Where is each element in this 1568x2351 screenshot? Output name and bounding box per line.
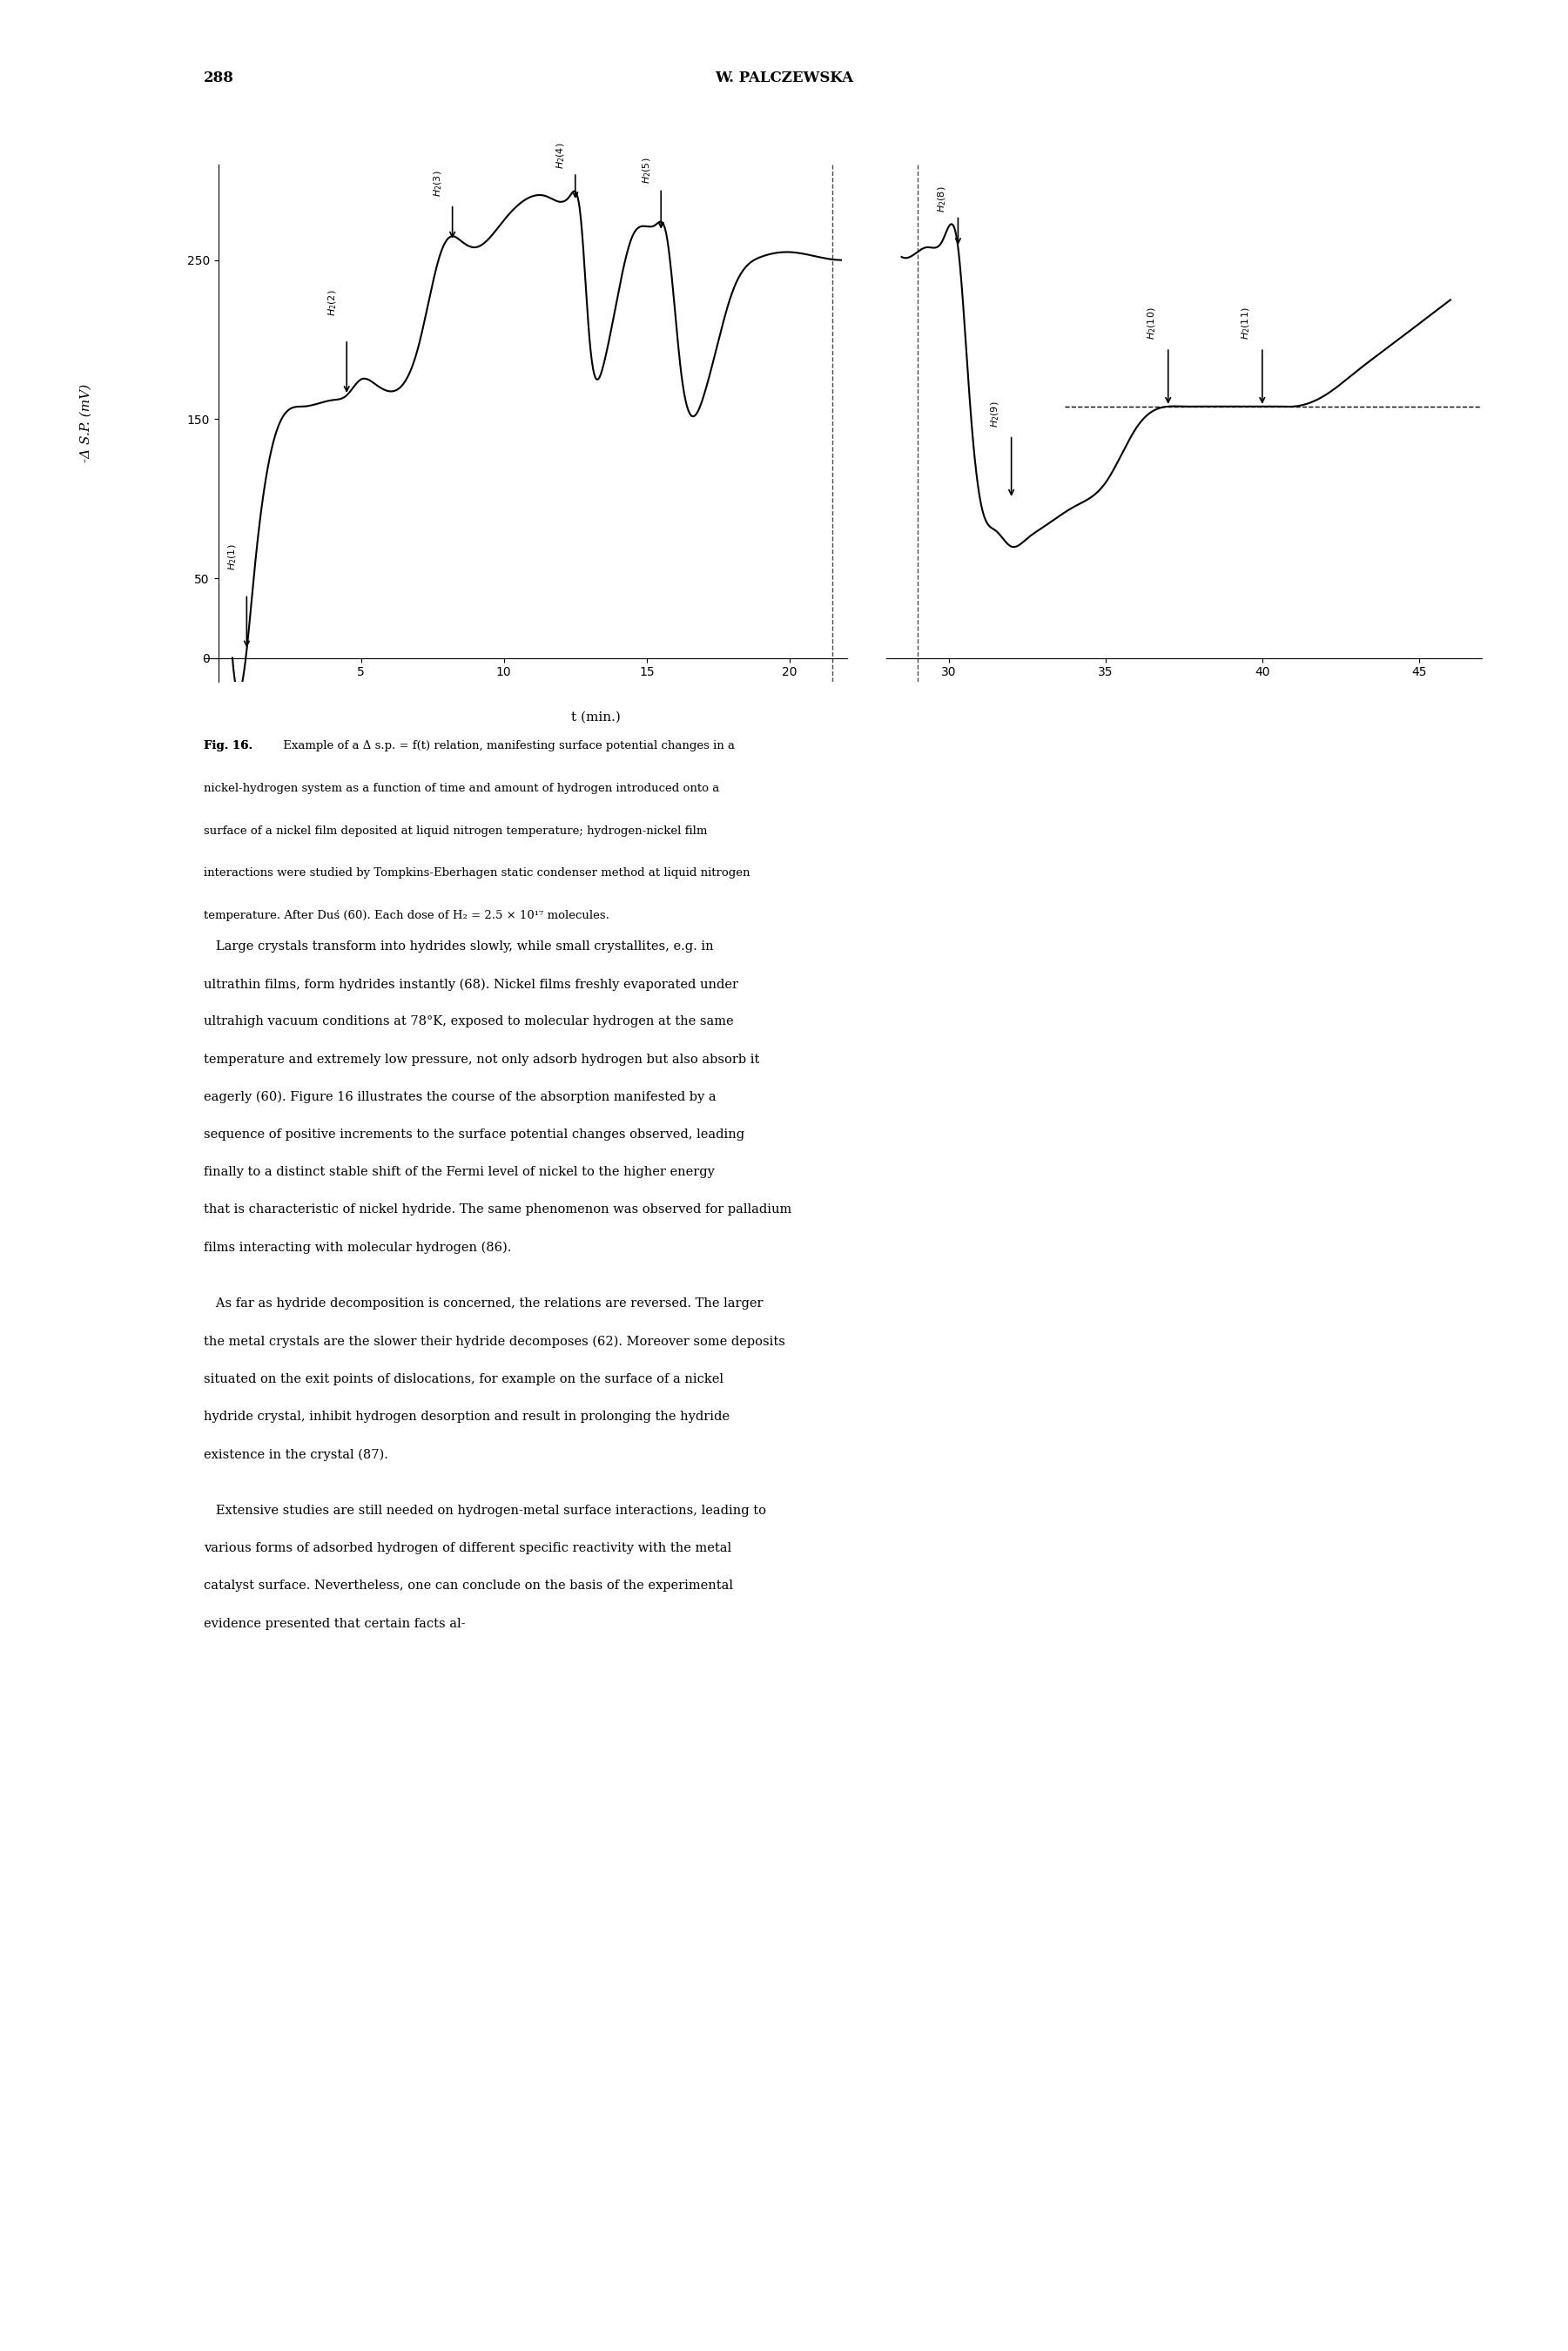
Text: ultrathin films, form hydrides instantly (68). Nickel films freshly evaporated u: ultrathin films, form hydrides instantly…	[204, 978, 739, 990]
Text: interactions were studied by Tompkins-Eberhagen static condenser method at liqui: interactions were studied by Tompkins-Eb…	[204, 868, 750, 879]
Text: Extensive studies are still needed on hydrogen-metal surface interactions, leadi: Extensive studies are still needed on hy…	[204, 1505, 767, 1516]
Text: t (min.): t (min.)	[571, 710, 621, 724]
Text: catalyst surface. Nevertheless, one can conclude on the basis of the experimenta: catalyst surface. Nevertheless, one can …	[204, 1580, 734, 1592]
Text: hydride crystal, inhibit hydrogen desorption and result in prolonging the hydrid: hydride crystal, inhibit hydrogen desorp…	[204, 1411, 729, 1422]
Text: $H_2(9)$: $H_2(9)$	[989, 400, 1002, 428]
Text: $H_2(4)$: $H_2(4)$	[555, 143, 568, 169]
Text: temperature and extremely low pressure, not only adsorb hydrogen but also absorb: temperature and extremely low pressure, …	[204, 1053, 759, 1065]
Text: films interacting with molecular hydrogen (86).: films interacting with molecular hydroge…	[204, 1241, 511, 1253]
Text: nickel-hydrogen system as a function of time and amount of hydrogen introduced o: nickel-hydrogen system as a function of …	[204, 783, 720, 795]
Text: sequence of positive increments to the surface potential changes observed, leadi: sequence of positive increments to the s…	[204, 1128, 745, 1140]
Text: existence in the crystal (87).: existence in the crystal (87).	[204, 1448, 389, 1460]
Text: $H_2(11)$: $H_2(11)$	[1240, 308, 1253, 339]
Text: temperature. After Duś (60). Each dose of H₂ = 2.5 × 10¹⁷ molecules.: temperature. After Duś (60). Each dose o…	[204, 910, 610, 922]
Text: $H_2(10)$: $H_2(10)$	[1146, 308, 1159, 339]
Text: situated on the exit points of dislocations, for example on the surface of a nic: situated on the exit points of dislocati…	[204, 1373, 723, 1385]
Text: $H_2(5)$: $H_2(5)$	[641, 158, 652, 183]
Text: $H_2(8)$: $H_2(8)$	[936, 186, 949, 212]
Text: Fig. 16.: Fig. 16.	[204, 741, 252, 752]
Text: $H_2(3)$: $H_2(3)$	[433, 169, 444, 197]
Text: $H_2(1)$: $H_2(1)$	[227, 543, 238, 571]
Text: evidence presented that certain facts al-: evidence presented that certain facts al…	[204, 1617, 466, 1629]
Text: 288: 288	[204, 71, 234, 85]
Text: $H_2(2)$: $H_2(2)$	[326, 289, 339, 315]
Text: W. PALCZEWSKA: W. PALCZEWSKA	[715, 71, 853, 85]
Text: As far as hydride decomposition is concerned, the relations are reversed. The la: As far as hydride decomposition is conce…	[204, 1298, 764, 1310]
Text: various forms of adsorbed hydrogen of different specific reactivity with the met: various forms of adsorbed hydrogen of di…	[204, 1542, 732, 1554]
Text: Example of a Δ s.p. = f(t) relation, manifesting surface potential changes in a: Example of a Δ s.p. = f(t) relation, man…	[279, 741, 734, 752]
Text: surface of a nickel film deposited at liquid nitrogen temperature; hydrogen-nick: surface of a nickel film deposited at li…	[204, 825, 707, 837]
Text: that is characteristic of nickel hydride. The same phenomenon was observed for p: that is characteristic of nickel hydride…	[204, 1204, 792, 1215]
Text: eagerly (60). Figure 16 illustrates the course of the absorption manifested by a: eagerly (60). Figure 16 illustrates the …	[204, 1091, 717, 1103]
Text: ultrahigh vacuum conditions at 78°K, exposed to molecular hydrogen at the same: ultrahigh vacuum conditions at 78°K, exp…	[204, 1016, 734, 1027]
Text: Fig. 16.: Fig. 16.	[204, 741, 257, 752]
Text: finally to a distinct stable shift of the Fermi level of nickel to the higher en: finally to a distinct stable shift of th…	[204, 1166, 715, 1178]
Text: -Δ S.P. (mV): -Δ S.P. (mV)	[80, 383, 93, 463]
Text: Large crystals transform into hydrides slowly, while small crystallites, e.g. in: Large crystals transform into hydrides s…	[204, 940, 713, 952]
Text: the metal crystals are the slower their hydride decomposes (62). Moreover some d: the metal crystals are the slower their …	[204, 1335, 786, 1347]
